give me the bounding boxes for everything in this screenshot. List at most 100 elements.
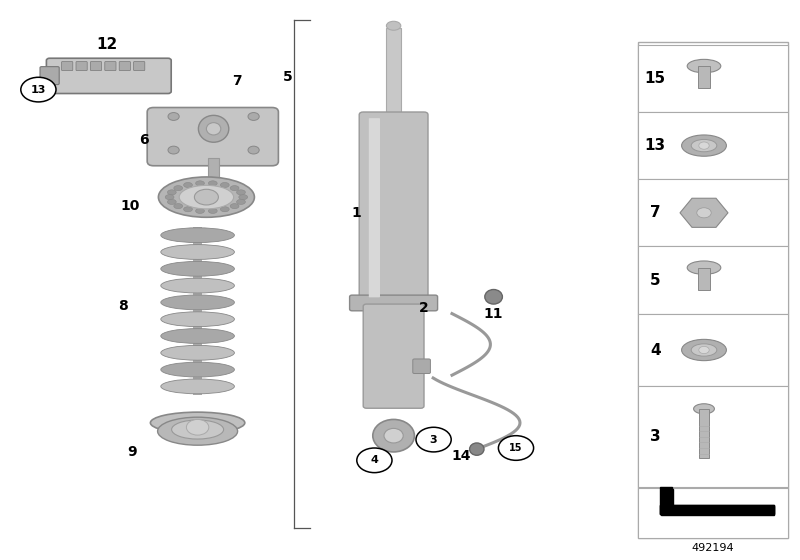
Ellipse shape bbox=[179, 185, 234, 209]
FancyBboxPatch shape bbox=[638, 488, 788, 538]
FancyBboxPatch shape bbox=[369, 118, 380, 297]
Text: 7: 7 bbox=[232, 74, 242, 88]
Ellipse shape bbox=[221, 207, 230, 212]
Ellipse shape bbox=[171, 420, 224, 439]
Polygon shape bbox=[660, 487, 672, 514]
Ellipse shape bbox=[373, 419, 414, 452]
Ellipse shape bbox=[238, 195, 248, 200]
Text: 6: 6 bbox=[139, 133, 149, 147]
FancyBboxPatch shape bbox=[638, 314, 788, 386]
Ellipse shape bbox=[682, 339, 726, 361]
Ellipse shape bbox=[186, 419, 209, 435]
Ellipse shape bbox=[166, 195, 174, 200]
Ellipse shape bbox=[161, 346, 234, 360]
FancyBboxPatch shape bbox=[119, 62, 130, 71]
Ellipse shape bbox=[158, 177, 254, 217]
Ellipse shape bbox=[161, 278, 234, 293]
Ellipse shape bbox=[184, 207, 193, 212]
Ellipse shape bbox=[158, 417, 238, 445]
Ellipse shape bbox=[196, 208, 205, 213]
Ellipse shape bbox=[699, 142, 710, 150]
Text: 492194: 492194 bbox=[691, 543, 734, 553]
Ellipse shape bbox=[150, 412, 245, 433]
Polygon shape bbox=[680, 198, 728, 227]
Ellipse shape bbox=[161, 312, 234, 326]
FancyBboxPatch shape bbox=[147, 108, 278, 166]
FancyBboxPatch shape bbox=[90, 62, 102, 71]
Ellipse shape bbox=[682, 135, 726, 156]
FancyBboxPatch shape bbox=[386, 28, 401, 118]
Ellipse shape bbox=[208, 208, 217, 213]
Text: 5: 5 bbox=[283, 71, 293, 85]
Polygon shape bbox=[661, 489, 673, 506]
Ellipse shape bbox=[198, 115, 229, 142]
Ellipse shape bbox=[687, 261, 721, 274]
Ellipse shape bbox=[230, 185, 239, 190]
Ellipse shape bbox=[168, 146, 179, 154]
Circle shape bbox=[357, 448, 392, 473]
Text: 11: 11 bbox=[484, 307, 503, 321]
FancyBboxPatch shape bbox=[638, 179, 788, 246]
Ellipse shape bbox=[161, 329, 234, 343]
Ellipse shape bbox=[248, 146, 259, 154]
FancyBboxPatch shape bbox=[62, 62, 73, 71]
FancyBboxPatch shape bbox=[699, 409, 709, 458]
Ellipse shape bbox=[694, 404, 714, 414]
Ellipse shape bbox=[184, 183, 193, 188]
FancyBboxPatch shape bbox=[40, 67, 59, 85]
FancyBboxPatch shape bbox=[363, 304, 424, 408]
Ellipse shape bbox=[699, 347, 710, 354]
FancyBboxPatch shape bbox=[638, 42, 788, 538]
Text: 15: 15 bbox=[645, 71, 666, 86]
Ellipse shape bbox=[161, 362, 234, 377]
Text: 12: 12 bbox=[97, 38, 118, 52]
Ellipse shape bbox=[691, 139, 717, 152]
FancyBboxPatch shape bbox=[46, 58, 171, 94]
Ellipse shape bbox=[386, 21, 401, 30]
Ellipse shape bbox=[161, 245, 234, 259]
Ellipse shape bbox=[384, 428, 403, 443]
FancyBboxPatch shape bbox=[638, 112, 788, 179]
Text: 1: 1 bbox=[352, 206, 362, 220]
Text: 8: 8 bbox=[118, 300, 128, 314]
Ellipse shape bbox=[194, 189, 218, 205]
FancyBboxPatch shape bbox=[105, 62, 116, 71]
FancyBboxPatch shape bbox=[193, 227, 202, 395]
Text: 7: 7 bbox=[650, 206, 661, 220]
Text: 4: 4 bbox=[650, 343, 661, 357]
Text: 3: 3 bbox=[650, 430, 661, 444]
FancyBboxPatch shape bbox=[76, 62, 87, 71]
Text: 13: 13 bbox=[30, 85, 46, 95]
Ellipse shape bbox=[161, 295, 234, 310]
Ellipse shape bbox=[208, 181, 217, 186]
Circle shape bbox=[21, 77, 56, 102]
Ellipse shape bbox=[161, 379, 234, 394]
Ellipse shape bbox=[161, 228, 234, 242]
Polygon shape bbox=[660, 505, 774, 514]
Text: 10: 10 bbox=[121, 199, 140, 213]
Ellipse shape bbox=[697, 208, 711, 218]
Text: 3: 3 bbox=[430, 435, 438, 445]
Ellipse shape bbox=[161, 262, 234, 276]
FancyBboxPatch shape bbox=[413, 359, 430, 374]
Ellipse shape bbox=[221, 183, 230, 188]
FancyBboxPatch shape bbox=[698, 268, 710, 290]
Text: 9: 9 bbox=[127, 445, 137, 459]
FancyBboxPatch shape bbox=[359, 112, 428, 302]
Circle shape bbox=[416, 427, 451, 452]
Ellipse shape bbox=[470, 443, 484, 455]
Ellipse shape bbox=[485, 290, 502, 304]
Ellipse shape bbox=[230, 204, 239, 209]
Text: 13: 13 bbox=[645, 138, 666, 153]
Polygon shape bbox=[660, 505, 774, 514]
Circle shape bbox=[498, 436, 534, 460]
Ellipse shape bbox=[687, 59, 721, 73]
Ellipse shape bbox=[167, 190, 176, 195]
Ellipse shape bbox=[174, 204, 182, 209]
Ellipse shape bbox=[196, 181, 205, 186]
FancyBboxPatch shape bbox=[134, 62, 145, 71]
FancyBboxPatch shape bbox=[350, 295, 438, 311]
Ellipse shape bbox=[168, 113, 179, 120]
FancyBboxPatch shape bbox=[208, 158, 219, 178]
Text: 14: 14 bbox=[451, 449, 470, 464]
